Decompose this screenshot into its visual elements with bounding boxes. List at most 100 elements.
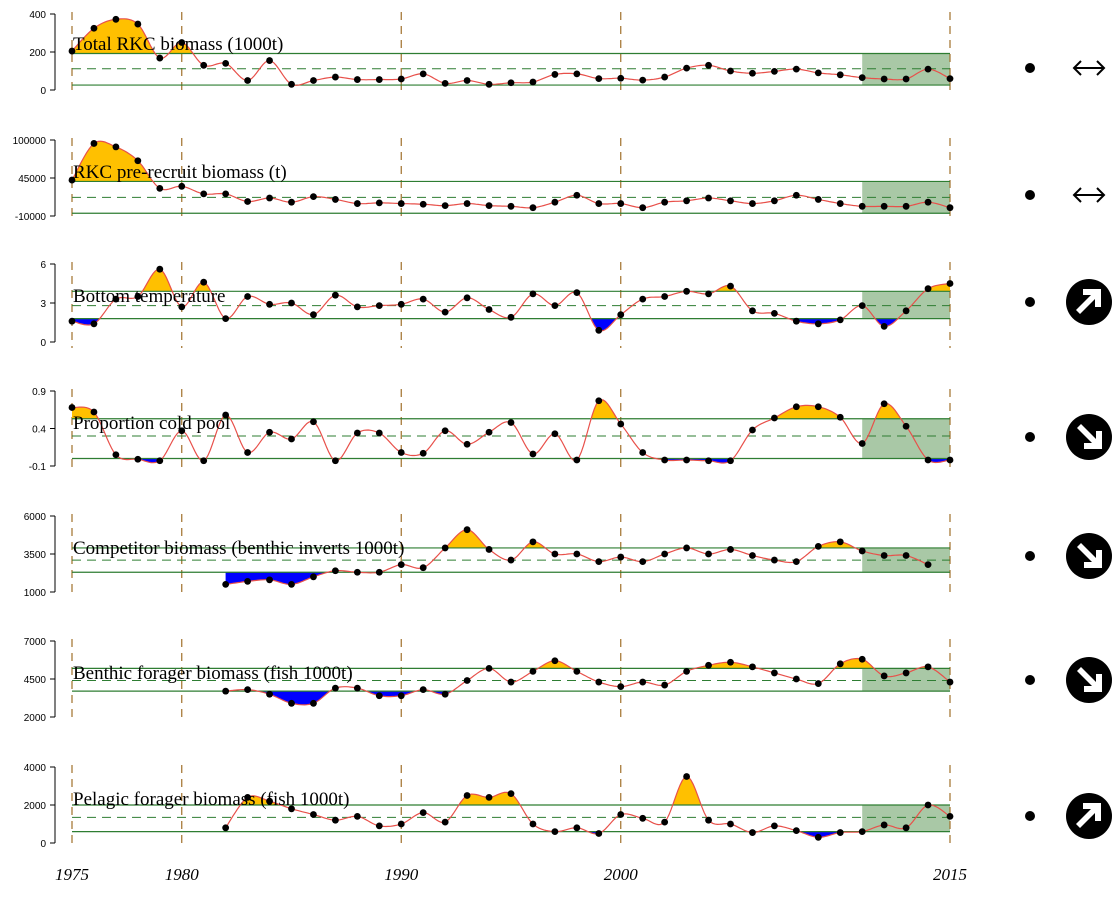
data-point — [266, 194, 273, 202]
data-point — [573, 456, 581, 464]
above-sd-fill — [672, 776, 702, 805]
data-point — [332, 73, 339, 81]
data-point — [90, 320, 98, 328]
data-point — [595, 75, 603, 82]
data-point — [375, 568, 383, 576]
dot-icon — [1025, 63, 1035, 73]
data-point — [902, 669, 910, 677]
y-tick-label: 7000 — [24, 637, 47, 648]
data-point — [573, 550, 581, 558]
data-point — [683, 544, 690, 552]
data-point — [419, 449, 427, 457]
above-sd-fill — [591, 399, 617, 419]
arrow-shape — [1077, 667, 1102, 692]
data-point — [288, 299, 295, 307]
data-point — [222, 581, 230, 588]
data-point — [902, 552, 910, 559]
data-point — [112, 451, 120, 459]
data-point — [485, 428, 493, 436]
dot-icon — [1025, 811, 1035, 821]
data-point — [397, 561, 405, 569]
data-point — [375, 199, 383, 207]
data-point — [507, 313, 515, 321]
dot-icon — [1025, 297, 1035, 307]
data-point — [946, 280, 954, 287]
y-tick-label: 0.4 — [32, 425, 46, 436]
data-point — [507, 678, 515, 686]
data-point — [749, 829, 756, 836]
above-sd-fill — [72, 141, 153, 182]
y-tick-label: 0.9 — [32, 387, 46, 398]
data-point — [529, 78, 537, 86]
data-point — [134, 455, 142, 463]
arrow-head-left — [1072, 60, 1082, 76]
data-point — [946, 456, 954, 464]
data-point — [178, 427, 186, 435]
data-point — [727, 282, 734, 290]
data-point — [288, 699, 295, 707]
data-point — [112, 143, 120, 151]
data-point — [353, 303, 361, 311]
data-point — [705, 290, 712, 298]
data-point — [419, 686, 427, 694]
data-point — [595, 326, 603, 334]
panel-4: -0.1 0.4 0.9 Proportion cold pool — [29, 387, 1112, 473]
data-point — [90, 140, 98, 147]
data-point — [244, 686, 252, 694]
y-tick-label: -10000 — [15, 212, 47, 223]
data-point — [419, 200, 427, 208]
data-point — [178, 303, 186, 311]
y-tick-label: -0.1 — [29, 462, 47, 473]
data-point — [639, 204, 647, 212]
data-point — [617, 553, 625, 561]
data-point — [771, 822, 778, 830]
panel-5: 1000 3500 6000 Competitor biomass (benthic … — [24, 512, 1112, 599]
data-point — [397, 820, 405, 828]
data-point — [683, 773, 690, 780]
data-point — [705, 61, 712, 69]
data-point — [924, 561, 932, 569]
data-point — [332, 816, 339, 824]
data-point — [661, 818, 669, 826]
data-point — [836, 538, 844, 546]
data-point — [288, 581, 295, 588]
above-sd-fill — [445, 529, 488, 548]
data-point — [771, 197, 778, 205]
data-point — [332, 457, 339, 465]
data-point — [880, 75, 888, 83]
data-point — [749, 69, 756, 77]
data-point — [617, 420, 625, 428]
data-point — [441, 79, 449, 87]
data-point — [463, 200, 471, 207]
data-point — [683, 287, 690, 295]
arrow-up-right-circle-icon — [1066, 279, 1112, 325]
data-point — [683, 197, 690, 205]
x-axis: 1975 1980 1990 2000 2015 — [55, 865, 967, 884]
data-point — [485, 794, 493, 801]
panel-title: Competitor biomass (benthic inverts 1000… — [73, 538, 404, 559]
data-point — [924, 65, 932, 73]
data-point — [836, 660, 844, 668]
data-point — [244, 577, 252, 585]
data-point — [156, 265, 164, 273]
data-point — [836, 413, 844, 421]
data-point — [551, 71, 559, 78]
data-point — [375, 429, 383, 437]
data-point — [858, 202, 866, 210]
data-point — [705, 661, 712, 669]
data-point — [792, 675, 800, 683]
data-point — [771, 669, 778, 677]
x-tick-label: 1990 — [384, 865, 419, 884]
y-tick-label: 45000 — [18, 174, 46, 185]
data-point — [573, 70, 581, 78]
data-point — [639, 295, 647, 303]
data-point — [310, 77, 317, 84]
data-point — [463, 526, 471, 534]
data-point — [946, 204, 954, 212]
data-point — [924, 801, 932, 809]
data-point — [441, 308, 449, 316]
data-point — [705, 816, 712, 824]
data-point — [551, 550, 559, 558]
data-point — [507, 790, 515, 797]
data-point — [814, 403, 822, 411]
